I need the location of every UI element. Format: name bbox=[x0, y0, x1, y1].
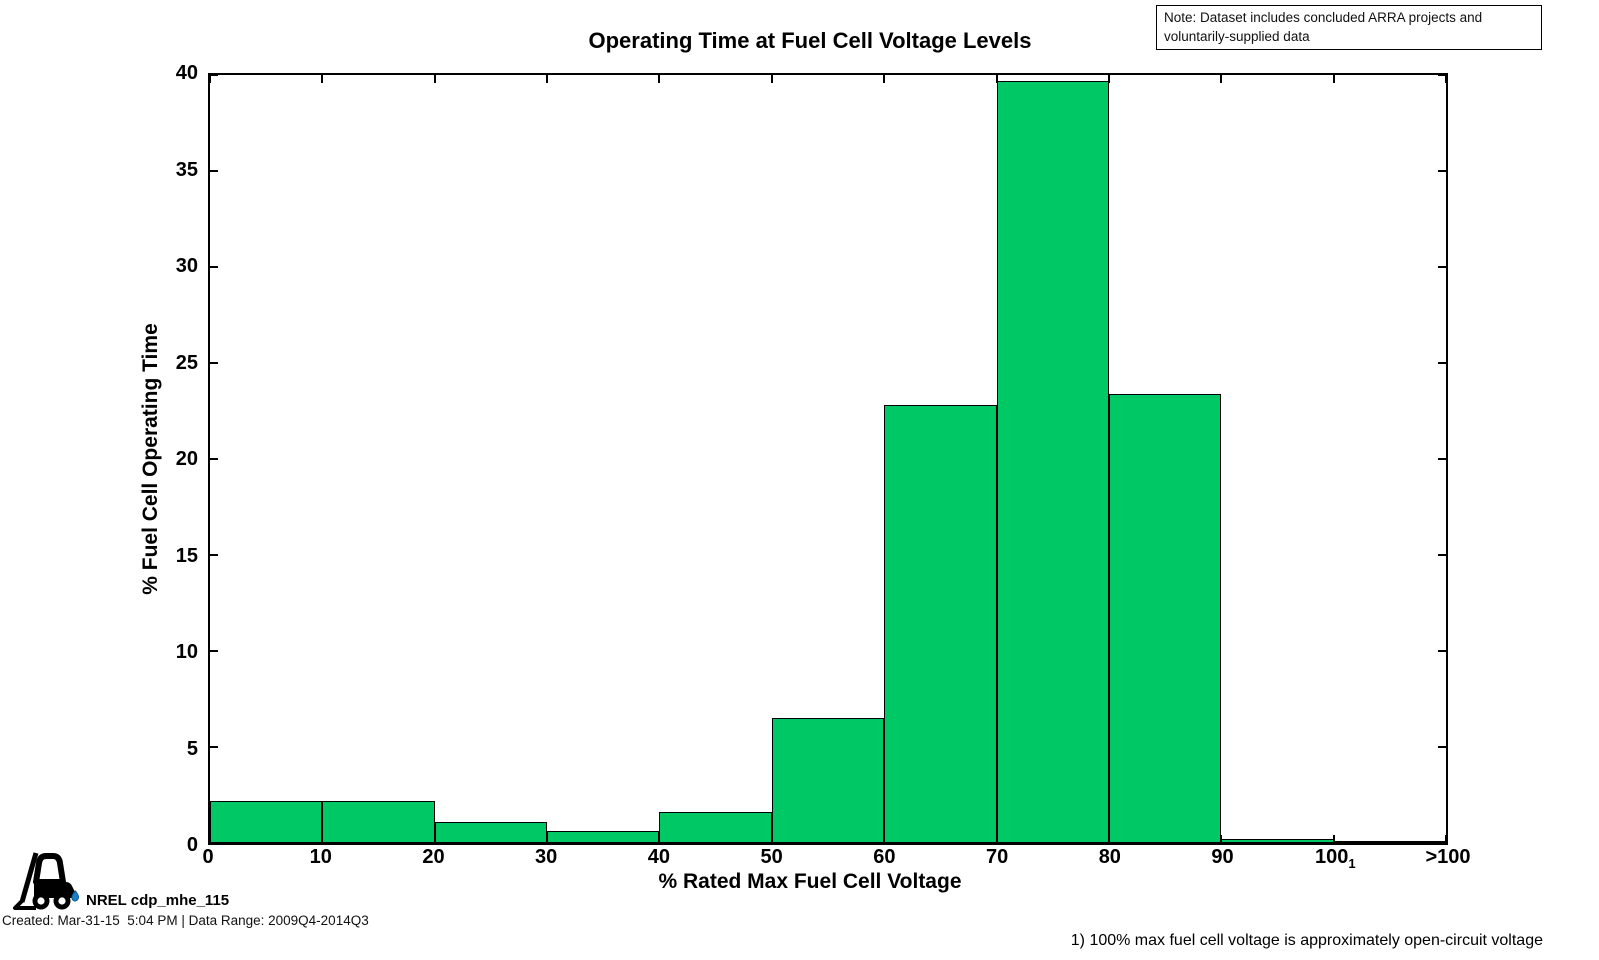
y-axis-title: % Fuel Cell Operating Time bbox=[139, 323, 162, 595]
y-tick-mark bbox=[1438, 266, 1446, 268]
x-tick-mark bbox=[546, 835, 549, 843]
x-tick-label: 0 bbox=[202, 846, 214, 868]
x-tick-label: 60 bbox=[873, 846, 896, 868]
note-line-1: Note: Dataset includes concluded ARRA pr… bbox=[1164, 10, 1483, 25]
x-tick-mark bbox=[995, 835, 998, 843]
x-tick-label: 80 bbox=[1098, 846, 1121, 868]
footnote-line: 1) 100% max fuel cell voltage is approxi… bbox=[1070, 932, 1543, 949]
x-tick-mark bbox=[433, 835, 436, 843]
note-line-2: voluntarily-supplied data bbox=[1164, 28, 1310, 44]
x-tick-mark bbox=[770, 835, 773, 843]
y-tick-label: 10 bbox=[175, 641, 198, 663]
y-tick-label: 5 bbox=[186, 737, 198, 760]
y-tick-mark bbox=[210, 554, 218, 556]
logo-label: NREL cdp_mhe_115 bbox=[86, 892, 230, 909]
bar-10-20 bbox=[322, 800, 435, 843]
x-tick-mark bbox=[1445, 75, 1447, 83]
x-tick-mark bbox=[770, 75, 773, 83]
bar-80-90 bbox=[1108, 393, 1222, 843]
x-tick-mark bbox=[658, 75, 661, 83]
x-tick-mark bbox=[995, 75, 998, 83]
y-tick-label: 25 bbox=[175, 351, 198, 374]
x-tick-label: 50 bbox=[760, 846, 783, 868]
y-tick-label: 35 bbox=[175, 158, 198, 181]
y-axis-tick-labels: 0 5 10 15 20 25 30 35 40 bbox=[0, 63, 198, 855]
x-tick-label: 90 bbox=[1211, 846, 1234, 868]
y-tick-mark bbox=[1438, 650, 1446, 652]
y-tick-mark bbox=[210, 746, 218, 748]
y-tick-label: 20 bbox=[175, 448, 198, 470]
y-tick-label: 15 bbox=[175, 544, 198, 567]
x-tick-mark bbox=[883, 835, 886, 843]
x-tick-label: 30 bbox=[535, 846, 558, 868]
bar-60-70 bbox=[884, 405, 997, 843]
y-tick-mark bbox=[1438, 362, 1446, 364]
x-tick-mark bbox=[546, 75, 549, 83]
y-tick-mark bbox=[210, 362, 218, 364]
y-tick-mark bbox=[1438, 74, 1446, 76]
ticks-layer bbox=[209, 74, 1447, 844]
bar-40-50 bbox=[659, 812, 772, 843]
x-axis-tick-labels: 0 10 20 30 40 50 60 70 80 90 1001 >100 bbox=[202, 846, 1470, 873]
x-tick-mark bbox=[209, 835, 211, 843]
y-tick-mark bbox=[1438, 458, 1446, 460]
y-tick-mark bbox=[210, 458, 218, 460]
bar-50-60 bbox=[771, 718, 885, 843]
forklift-logo-icon bbox=[13, 852, 80, 910]
x-tick-mark bbox=[883, 75, 886, 83]
note-box: Note: Dataset includes concluded ARRA pr… bbox=[1156, 5, 1542, 51]
y-tick-mark bbox=[1438, 842, 1446, 844]
x-tick-label: 40 bbox=[647, 846, 671, 868]
x-tick-mark bbox=[209, 75, 211, 83]
chart-title: Operating Time at Fuel Cell Voltage Leve… bbox=[588, 28, 1032, 53]
x-tick-label: 70 bbox=[985, 846, 1009, 868]
bar-20-30 bbox=[434, 821, 548, 843]
x-tick-mark bbox=[1445, 835, 1447, 843]
x-tick-label: 1001 bbox=[1314, 846, 1356, 871]
x-tick-mark bbox=[1332, 75, 1335, 83]
x-tick-mark bbox=[433, 75, 436, 83]
x-tick-footnote-marker: 1 bbox=[1348, 856, 1356, 871]
y-tick-mark bbox=[210, 266, 218, 268]
plot-area bbox=[208, 73, 1448, 845]
bars-layer bbox=[210, 75, 1446, 843]
x-tick-mark bbox=[1220, 75, 1223, 83]
x-tick-mark bbox=[1220, 835, 1223, 843]
x-tick-label: 20 bbox=[422, 846, 445, 868]
y-tick-label: 0 bbox=[186, 834, 198, 856]
y-tick-mark bbox=[210, 842, 218, 844]
x-tick-label: 10 bbox=[309, 846, 332, 868]
y-tick-mark bbox=[210, 170, 218, 172]
y-tick-label: 40 bbox=[175, 62, 198, 84]
y-tick-mark bbox=[1438, 746, 1446, 748]
x-tick-label: >100 bbox=[1425, 846, 1471, 868]
y-tick-label: 30 bbox=[175, 255, 198, 277]
bar-70-80 bbox=[996, 80, 1109, 843]
y-tick-mark bbox=[210, 650, 218, 652]
x-tick-mark bbox=[321, 75, 324, 83]
y-tick-mark bbox=[1438, 170, 1446, 172]
y-tick-mark bbox=[1438, 554, 1446, 556]
x-tick-mark bbox=[321, 835, 324, 843]
x-tick-mark bbox=[1107, 75, 1110, 83]
x-axis-title: % Rated Max Fuel Cell Voltage bbox=[658, 870, 962, 893]
x-tick-mark bbox=[658, 835, 661, 843]
x-tick-mark bbox=[1332, 835, 1335, 843]
x-tick-mark bbox=[1107, 835, 1110, 843]
bar-0-10 bbox=[210, 800, 323, 843]
y-tick-mark bbox=[210, 74, 218, 76]
created-data-range-line: Created: Mar-31-15 5:04 PM | Data Range:… bbox=[2, 913, 369, 928]
